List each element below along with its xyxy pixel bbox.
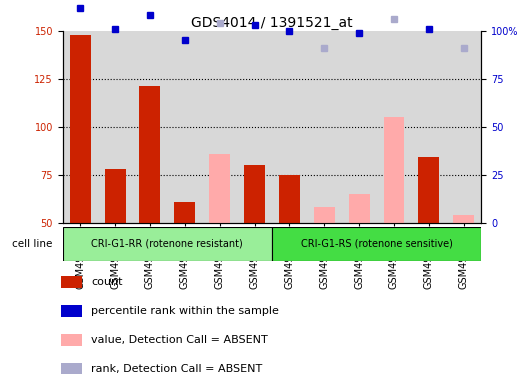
Bar: [167, 31, 202, 223]
Text: count: count: [91, 277, 122, 287]
Bar: [174, 202, 195, 223]
Bar: [279, 175, 300, 223]
Bar: [202, 31, 237, 223]
Title: GDS4014 / 1391521_at: GDS4014 / 1391521_at: [191, 16, 353, 30]
Bar: [446, 31, 481, 223]
Bar: [314, 207, 335, 223]
Bar: [63, 227, 272, 261]
Bar: [453, 215, 474, 223]
Text: rank, Detection Call = ABSENT: rank, Detection Call = ABSENT: [91, 364, 262, 374]
Bar: [105, 169, 126, 223]
Bar: [63, 31, 98, 223]
Bar: [140, 86, 161, 223]
Bar: [244, 165, 265, 223]
Bar: [377, 31, 412, 223]
Text: percentile rank within the sample: percentile rank within the sample: [91, 306, 279, 316]
Bar: [61, 363, 82, 374]
Text: CRI-G1-RR (rotenone resistant): CRI-G1-RR (rotenone resistant): [92, 239, 243, 249]
Bar: [61, 305, 82, 317]
Bar: [237, 31, 272, 223]
Bar: [412, 31, 446, 223]
Bar: [342, 31, 377, 223]
Bar: [383, 117, 404, 223]
Bar: [418, 157, 439, 223]
Bar: [132, 31, 167, 223]
Text: value, Detection Call = ABSENT: value, Detection Call = ABSENT: [91, 335, 268, 345]
Text: cell line: cell line: [12, 239, 52, 249]
Bar: [349, 194, 370, 223]
Bar: [70, 35, 90, 223]
Bar: [98, 31, 132, 223]
Bar: [61, 334, 82, 346]
Bar: [61, 276, 82, 288]
Bar: [307, 31, 342, 223]
Bar: [209, 154, 230, 223]
Bar: [272, 227, 481, 261]
Bar: [272, 31, 307, 223]
Text: CRI-G1-RS (rotenone sensitive): CRI-G1-RS (rotenone sensitive): [301, 239, 452, 249]
